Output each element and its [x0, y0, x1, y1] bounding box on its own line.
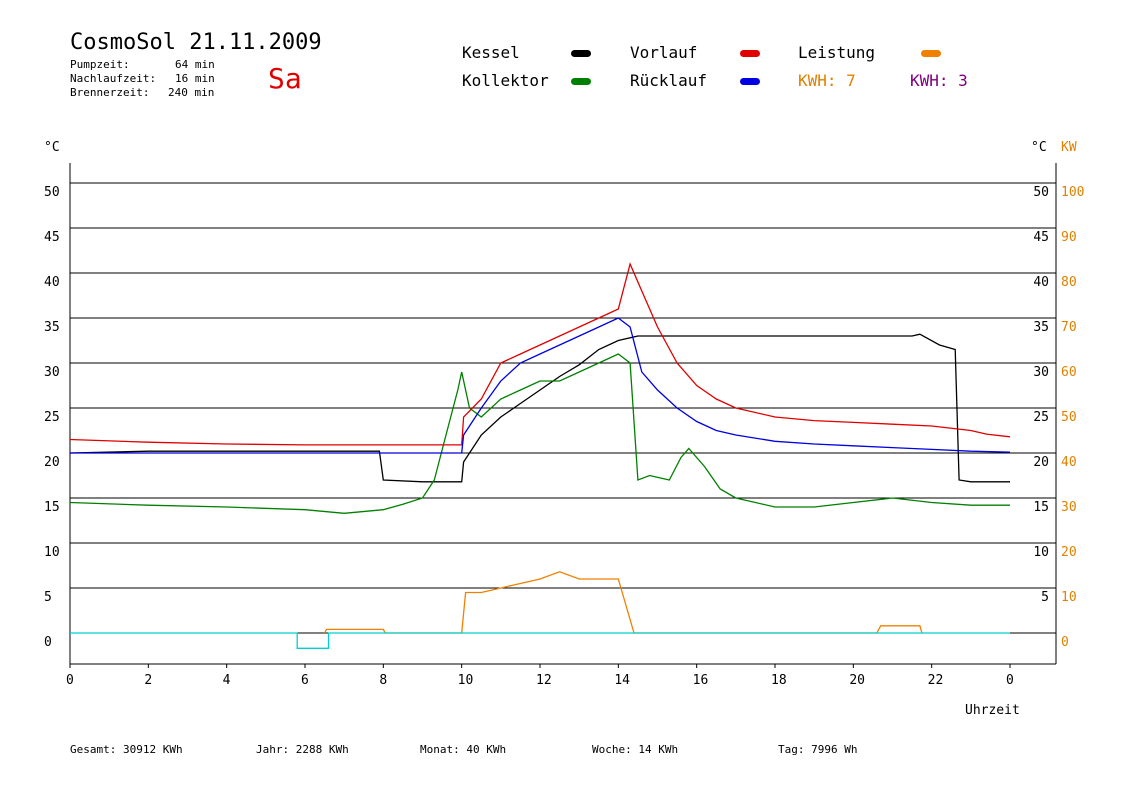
y-tick-label-left: 35: [44, 320, 60, 335]
x-axis-label: Uhrzeit: [965, 703, 1020, 718]
y-tick-label-left: 25: [44, 410, 60, 425]
footer-woche: Woche: 14 KWh: [592, 743, 679, 756]
legend-ruecklauf-swatch: [740, 78, 760, 85]
y-axis-unit-right-c: °C: [1031, 140, 1047, 155]
y-tick-label-left: 10: [44, 545, 60, 560]
y-tick-label-left: 20: [44, 455, 60, 470]
series-line-kessel: [69, 333, 1010, 483]
x-tick-label: 18: [771, 673, 787, 688]
footer-gesamt: Gesamt: 30912 KWh: [70, 743, 183, 756]
chart-title: CosmoSol 21.11.2009: [70, 30, 322, 55]
legend-kollektor-swatch: [571, 78, 591, 85]
x-tick-label: 6: [301, 673, 309, 688]
pumpzeit-value: 64 min: [175, 58, 215, 71]
x-tick-label: 0: [1006, 673, 1014, 688]
x-tick-label: 16: [693, 673, 709, 688]
x-tick-label: 12: [536, 673, 552, 688]
x-tick-label: 22: [928, 673, 944, 688]
y-tick-label-left: 5: [44, 590, 52, 605]
y-tick-label-right-c: 20: [1033, 455, 1049, 470]
x-tick-label: 2: [144, 673, 152, 688]
series-line-rcklauf: [70, 317, 1011, 454]
y-tick-label-right-kw: 20: [1061, 545, 1077, 560]
y-tick-label-right-kw: 10: [1061, 590, 1077, 605]
legend-kessel-label: Kessel: [462, 43, 520, 62]
y-tick-label-right-c: 5: [1041, 590, 1049, 605]
legend-kwh-solar: KWH: 7: [798, 71, 856, 90]
footer-monat: Monat: 40 KWh: [420, 743, 507, 756]
legend-kessel-swatch: [571, 50, 591, 57]
y-tick-label-right-c: 30: [1033, 365, 1049, 380]
y-tick-label-right-c: 25: [1033, 410, 1049, 425]
legend-leistung-swatch: [921, 50, 941, 57]
y-tick-label-right-kw: 60: [1061, 365, 1077, 380]
y-tick-label-left: 40: [44, 275, 60, 290]
x-tick-label: 14: [614, 673, 630, 688]
y-tick-label-right-c: 35: [1033, 320, 1049, 335]
legend-vorlauf-label: Vorlauf: [630, 43, 698, 62]
legend-kollektor-label: Kollektor: [462, 71, 549, 90]
y-tick-label-right-kw: 100: [1061, 185, 1084, 200]
y-axis-unit-right-kw: KW: [1061, 140, 1077, 155]
legend-kwh-brenner: KWH: 3: [910, 71, 968, 90]
legend-vorlauf-swatch: [740, 50, 760, 57]
series-line-kollektor: [69, 353, 1010, 514]
y-tick-label-left: 15: [44, 500, 60, 515]
y-tick-label-left: 30: [44, 365, 60, 380]
y-tick-label-right-kw: 30: [1061, 500, 1077, 515]
footer-jahr: Jahr: 2288 KWh: [256, 743, 349, 756]
y-tick-label-right-c: 15: [1033, 500, 1049, 515]
y-tick-label-right-c: 45: [1033, 230, 1049, 245]
y-tick-label-right-kw: 70: [1061, 320, 1077, 335]
y-tick-label-left: 45: [44, 230, 60, 245]
y-tick-label-right-c: 40: [1033, 275, 1049, 290]
x-tick-label: 8: [379, 673, 387, 688]
x-tick-label: 10: [458, 673, 474, 688]
brennerzeit-value: 240 min: [168, 86, 215, 99]
y-tick-label-right-kw: 50: [1061, 410, 1077, 425]
footer-tag: Tag: 7996 Wh: [778, 743, 858, 756]
y-tick-label-left: 50: [44, 185, 60, 200]
pumpzeit-label: Pumpzeit:: [70, 58, 130, 71]
series-line-pumpe: [70, 632, 1010, 649]
series-line-vorlauf: [69, 262, 1011, 446]
y-axis-unit-left: °C: [44, 140, 60, 155]
y-tick-label-right-kw: 0: [1061, 635, 1069, 650]
nachlaufzeit-value: 16 min: [175, 72, 215, 85]
y-tick-label-right-kw: 90: [1061, 230, 1077, 245]
y-tick-label-right-c: 50: [1033, 185, 1049, 200]
legend-leistung-label: Leistung: [798, 43, 876, 62]
y-tick-label-right-c: 10: [1033, 545, 1049, 560]
x-tick-label: 20: [849, 673, 865, 688]
y-tick-label-right-kw: 40: [1061, 455, 1077, 470]
series-line-leistung: [324, 571, 923, 634]
y-tick-label-right-kw: 80: [1061, 275, 1077, 290]
legend-ruecklauf-label: Rücklauf: [630, 71, 708, 90]
nachlaufzeit-label: Nachlaufzeit:: [70, 72, 157, 85]
y-tick-label-left: 0: [44, 635, 52, 650]
brennerzeit-label: Brennerzeit:: [70, 86, 150, 99]
weekday-label: Sa: [268, 62, 302, 95]
x-tick-label: 4: [223, 673, 231, 688]
x-tick-label: 0: [66, 673, 74, 688]
